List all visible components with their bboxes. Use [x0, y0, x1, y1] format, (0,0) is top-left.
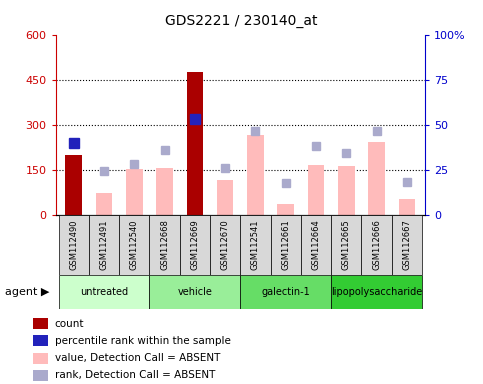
Text: GSM112667: GSM112667	[402, 219, 412, 270]
Text: GSM112666: GSM112666	[372, 219, 381, 270]
Bar	[338, 166, 355, 215]
Text: GSM112668: GSM112668	[160, 219, 169, 270]
Bar	[180, 215, 210, 275]
Bar	[308, 166, 325, 215]
Bar	[270, 215, 301, 275]
Text: rank, Detection Call = ABSENT: rank, Detection Call = ABSENT	[55, 370, 215, 381]
Bar	[126, 169, 142, 215]
Bar	[241, 215, 270, 275]
Text: GSM112669: GSM112669	[190, 219, 199, 270]
Bar	[96, 194, 113, 215]
Text: GSM112670: GSM112670	[221, 219, 229, 270]
Bar	[89, 215, 119, 275]
Text: GSM112664: GSM112664	[312, 219, 321, 270]
Text: lipopolysaccharide: lipopolysaccharide	[331, 287, 422, 297]
Text: GSM112665: GSM112665	[342, 219, 351, 270]
Bar	[398, 199, 415, 215]
Text: value, Detection Call = ABSENT: value, Detection Call = ABSENT	[55, 353, 220, 363]
Bar	[58, 215, 89, 275]
Text: count: count	[55, 318, 84, 329]
Text: vehicle: vehicle	[177, 287, 213, 297]
Bar	[301, 215, 331, 275]
Text: GSM112540: GSM112540	[130, 220, 139, 270]
Bar	[33, 318, 48, 329]
Bar	[33, 335, 48, 346]
Bar	[149, 215, 180, 275]
Bar	[331, 275, 422, 309]
Bar	[361, 215, 392, 275]
Bar	[65, 155, 82, 215]
Bar	[368, 142, 385, 215]
Text: galectin-1: galectin-1	[261, 287, 310, 297]
Bar	[33, 353, 48, 364]
Text: GSM112490: GSM112490	[69, 220, 78, 270]
Text: percentile rank within the sample: percentile rank within the sample	[55, 336, 230, 346]
Bar	[210, 215, 241, 275]
Text: GSM112491: GSM112491	[99, 220, 109, 270]
Text: GSM112661: GSM112661	[281, 219, 290, 270]
Bar	[217, 180, 233, 215]
Text: GDS2221 / 230140_at: GDS2221 / 230140_at	[165, 14, 318, 28]
Text: untreated: untreated	[80, 287, 128, 297]
Text: agent ▶: agent ▶	[5, 287, 49, 297]
Text: GSM112541: GSM112541	[251, 220, 260, 270]
Bar	[58, 275, 149, 309]
Bar	[33, 370, 48, 381]
Bar	[186, 72, 203, 215]
Bar	[392, 215, 422, 275]
Bar	[241, 275, 331, 309]
Bar	[277, 204, 294, 215]
Bar	[247, 135, 264, 215]
Bar	[149, 275, 241, 309]
Bar	[156, 167, 173, 215]
Bar	[331, 215, 361, 275]
Bar	[119, 215, 149, 275]
